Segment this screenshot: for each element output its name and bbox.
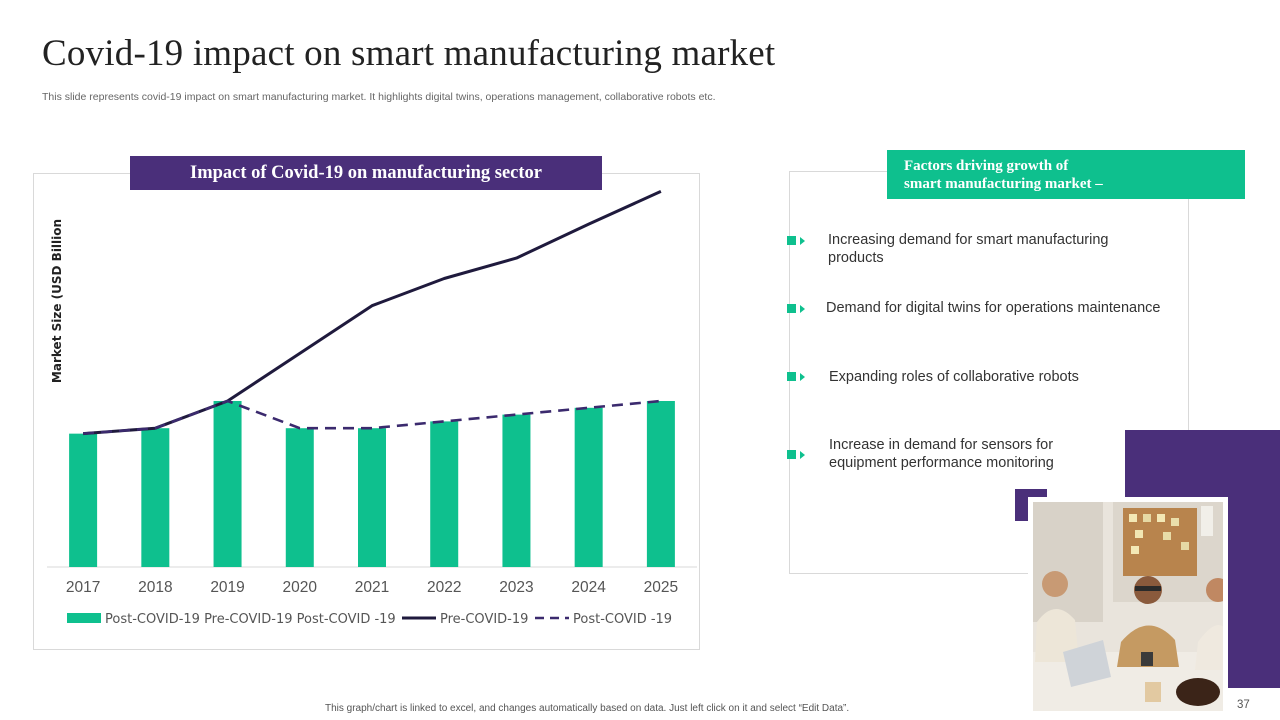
bar xyxy=(430,421,459,567)
x-tick-label: 2021 xyxy=(355,579,389,596)
factor-item: Increasing demand for smart manufacturin… xyxy=(828,232,1109,266)
x-tick-label: 2017 xyxy=(66,579,100,596)
factor-item: Expanding roles of collaborative robots xyxy=(829,369,1079,385)
bar xyxy=(141,428,170,567)
legend-swatch-bars xyxy=(67,613,101,623)
chart-title: Impact of Covid-19 on manufacturing sect… xyxy=(130,156,602,190)
post-covid-line xyxy=(83,399,662,435)
pre-covid-line xyxy=(82,190,662,436)
footer-note: This graph/chart is linked to excel, and… xyxy=(325,703,850,714)
bar xyxy=(213,400,242,567)
page-title: Covid-19 impact on smart manufacturing m… xyxy=(42,33,776,74)
factors-heading-line2: smart manufacturing market – xyxy=(904,176,1103,192)
factor-item: Demand for digital twins for operations … xyxy=(826,300,1161,316)
x-tick-label: 2022 xyxy=(427,579,461,596)
legend-label-pre-covid: Pre-COVID-19 xyxy=(440,612,528,627)
legend-label-bars: Post-COVID-19 Pre-COVID-19 Post-COVID -1… xyxy=(105,612,396,627)
legend-label-post-covid: Post-COVID -19 xyxy=(573,612,672,627)
factor-item: Increase in demand for sensors for equip… xyxy=(829,437,1054,471)
bar xyxy=(358,428,386,567)
bar xyxy=(69,433,98,567)
factors-heading-line1: Factors driving growth of xyxy=(904,158,1069,174)
y-axis-label: Market Size (USD Billion xyxy=(50,219,64,383)
x-tick-label: 2025 xyxy=(644,579,678,596)
page-subtitle: This slide represents covid-19 impact on… xyxy=(42,91,716,103)
bullet-icon xyxy=(787,370,807,382)
bar xyxy=(646,400,675,567)
bar xyxy=(502,414,531,567)
x-tick-label: 2023 xyxy=(499,579,533,596)
page-number: 37 xyxy=(1237,699,1250,711)
bullet-icon xyxy=(787,234,807,246)
factors-heading: Factors driving growth of smart manufact… xyxy=(887,150,1245,199)
x-tick-label: 2018 xyxy=(138,579,172,596)
x-tick-label: 2020 xyxy=(283,579,318,596)
x-tick-label: 2019 xyxy=(210,579,244,596)
team-meeting-photo xyxy=(1028,497,1228,711)
x-tick-label: 2024 xyxy=(571,579,606,596)
bar xyxy=(574,407,603,567)
bullet-icon xyxy=(787,302,807,314)
bar xyxy=(285,428,314,567)
bullet-icon xyxy=(787,448,807,460)
